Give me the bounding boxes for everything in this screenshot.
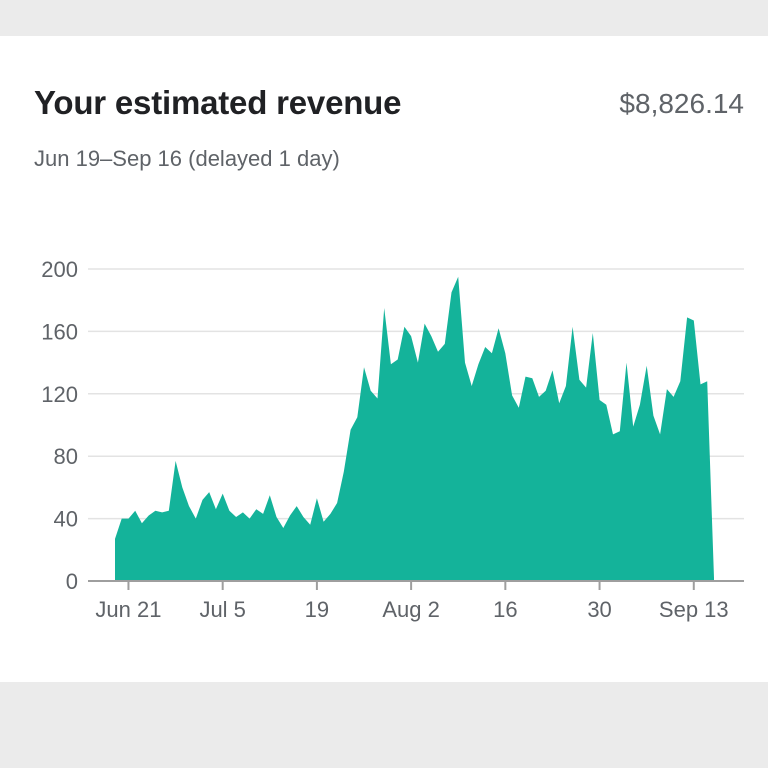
revenue-area-chart: 0 40 80 120 160 200 Jun 21 Jul 5 19 Aug 2 16 30 Sep… bbox=[41, 257, 744, 622]
x-tick-label: 30 bbox=[587, 597, 611, 622]
y-tick-label: 0 bbox=[66, 569, 78, 594]
revenue-card: Your estimated revenue $8,826.14 Jun 19–… bbox=[0, 36, 768, 682]
x-tick-label: 19 bbox=[305, 597, 329, 622]
revenue-total: $8,826.14 bbox=[619, 88, 744, 119]
y-tick-label: 160 bbox=[41, 319, 78, 344]
x-tick-label: Aug 2 bbox=[382, 597, 440, 622]
x-tick-label: Jun 21 bbox=[95, 597, 161, 622]
y-tick-label: 40 bbox=[54, 507, 78, 532]
x-tick-label: Jul 5 bbox=[199, 597, 245, 622]
x-tick-label: 16 bbox=[493, 597, 517, 622]
y-tick-label: 80 bbox=[54, 444, 78, 469]
revenue-area-series bbox=[115, 276, 714, 581]
y-tick-label: 200 bbox=[41, 257, 78, 282]
y-tick-label: 120 bbox=[41, 382, 78, 407]
x-tick-label: Sep 13 bbox=[659, 597, 729, 622]
card-title: Your estimated revenue bbox=[34, 84, 402, 121]
date-range-subtitle: Jun 19–Sep 16 (delayed 1 day) bbox=[34, 146, 340, 171]
